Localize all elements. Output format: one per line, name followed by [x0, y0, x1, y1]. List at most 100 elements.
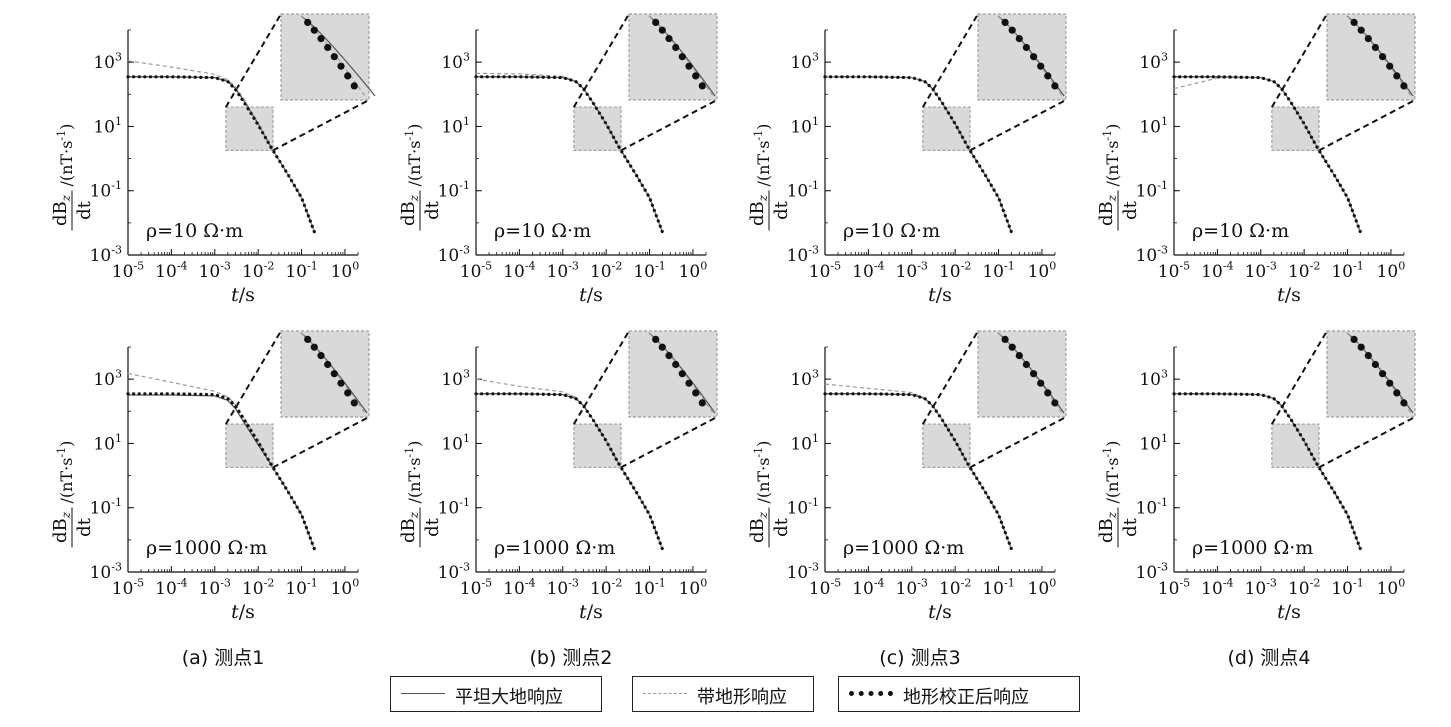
inset-marker: [1371, 43, 1379, 52]
y-label-numerator: dBz: [747, 194, 770, 226]
x-tick-label: 10-2: [242, 259, 274, 282]
x-tick-label: 10-2: [939, 576, 971, 599]
zoom-region: [922, 423, 971, 468]
legend-label-corrected: 地形校正后响应: [903, 687, 1029, 708]
series-line-solid: [128, 394, 316, 550]
inset-marker: [310, 26, 318, 34]
y-tick-label: 103: [790, 367, 819, 390]
x-tick-label: 10-1: [1331, 259, 1363, 282]
inset-marker: [1393, 72, 1401, 80]
chart-panel-a-rho1000: 10-5 10-4 10-3 10-2 10-1 100 10-3 10-1 101 103 t/s…: [50, 330, 370, 623]
y-tick-label: 10-1: [438, 496, 470, 519]
inset-marker: [304, 18, 312, 26]
rho-label: ρ=1000 Ω·m: [146, 537, 267, 559]
y-label-numerator: dBz: [1096, 511, 1119, 543]
y-label-denominator: dt: [74, 200, 95, 220]
y-label-denominator: dt: [1120, 517, 1141, 537]
inset-marker: [652, 18, 660, 26]
x-tick-label: 10-4: [852, 576, 884, 599]
y-tick-label: 101: [790, 115, 819, 138]
zoom-connector-upper: [572, 330, 630, 425]
inset-series-line: [300, 15, 376, 97]
inset-marker: [1364, 35, 1372, 43]
x-tick-label: 10-2: [1288, 576, 1320, 599]
zoom-connector-upper: [224, 13, 282, 108]
rho-label: ρ=1000 Ω·m: [1192, 537, 1313, 559]
y-tick-label: 103: [1139, 50, 1168, 73]
x-tick-label: 100: [679, 259, 708, 282]
x-tick-label: 10-3: [896, 576, 928, 599]
inset-marker: [350, 82, 358, 90]
x-tick-label: 10-2: [590, 576, 622, 599]
zoom-connector-upper: [1270, 13, 1328, 108]
y-label-unit: /(nT·s-1): [55, 441, 76, 504]
x-axis-label: t/s: [231, 284, 255, 306]
inset-marker: [1379, 53, 1387, 61]
legend: 平坦大地响应 带地形响应 地形校正后响应: [390, 676, 1080, 716]
inset-marker: [1357, 26, 1365, 34]
zoom-connector-lower: [969, 416, 1067, 469]
zoom-connector-upper: [921, 330, 979, 425]
inset-marker: [1015, 352, 1023, 360]
y-label-unit: /(nT·s-1): [752, 124, 773, 187]
y-tick-label: 10-3: [90, 560, 122, 583]
x-tick-label: 10-1: [285, 259, 317, 282]
inset-marker: [330, 370, 338, 378]
x-tick-label: 10-5: [1158, 259, 1190, 282]
y-label-numerator: dBz: [50, 511, 73, 543]
chart-panel-c-rho10: 10-5 10-4 10-3 10-2 10-1 100 10-3 10-1 101 103 t/s…: [747, 13, 1067, 306]
legend-item-flat: 平坦大地响应: [390, 676, 602, 712]
x-axis-label: t/s: [579, 284, 603, 306]
zoom-connector-lower: [1318, 416, 1416, 469]
inset-marker: [692, 72, 700, 80]
series-line-dotted: [126, 392, 317, 552]
y-tick-label: 10-1: [90, 179, 122, 202]
x-tick-label: 100: [679, 576, 708, 599]
y-label-denominator: dt: [771, 200, 792, 220]
y-label-unit: /(nT·s-1): [403, 124, 424, 187]
rho-label: ρ=1000 Ω·m: [843, 537, 964, 559]
y-label-numerator: dBz: [747, 511, 770, 543]
legend-item-corrected: 地形校正后响应: [838, 676, 1080, 712]
inset-marker: [1371, 360, 1379, 369]
y-tick-label: 10-1: [787, 496, 819, 519]
x-tick-label: 100: [1377, 576, 1406, 599]
zoom-region: [922, 106, 971, 151]
y-label-denominator: dt: [1120, 200, 1141, 220]
x-tick-label: 10-4: [155, 259, 187, 282]
inset-marker: [1008, 26, 1016, 34]
inset-marker: [1364, 352, 1372, 360]
inset-marker: [317, 35, 325, 43]
y-label-unit: /(nT·s-1): [752, 441, 773, 504]
inset-marker: [672, 43, 680, 52]
x-tick-label: 10-4: [503, 259, 535, 282]
x-tick-label: 100: [331, 576, 360, 599]
series-line-dotted: [126, 75, 317, 235]
zoom-connector-lower: [1318, 99, 1416, 152]
inset-marker: [692, 389, 700, 397]
x-tick-label: 10-5: [112, 259, 144, 282]
inset-marker: [304, 335, 312, 343]
y-label-denominator: dt: [74, 517, 95, 537]
series-line-dashed: [1173, 76, 1362, 233]
inset-series-line: [1346, 15, 1412, 97]
y-label-denominator: dt: [771, 517, 792, 537]
x-tick-label: 10-3: [547, 576, 579, 599]
inset-marker: [665, 352, 673, 360]
zoom-connector-lower: [620, 99, 718, 152]
y-tick-label: 10-1: [438, 179, 470, 202]
inset-marker: [665, 35, 673, 43]
inset-marker: [1037, 62, 1045, 70]
inset-marker: [1400, 82, 1408, 90]
y-tick-label: 101: [1139, 432, 1168, 455]
panel-caption-b: (b) 测点2: [529, 647, 612, 669]
inset-marker: [1393, 389, 1401, 397]
inset-marker: [1022, 360, 1030, 369]
x-tick-label: 10-4: [155, 576, 187, 599]
y-tick-label: 10-3: [1136, 560, 1168, 583]
y-tick-label: 103: [93, 367, 122, 390]
